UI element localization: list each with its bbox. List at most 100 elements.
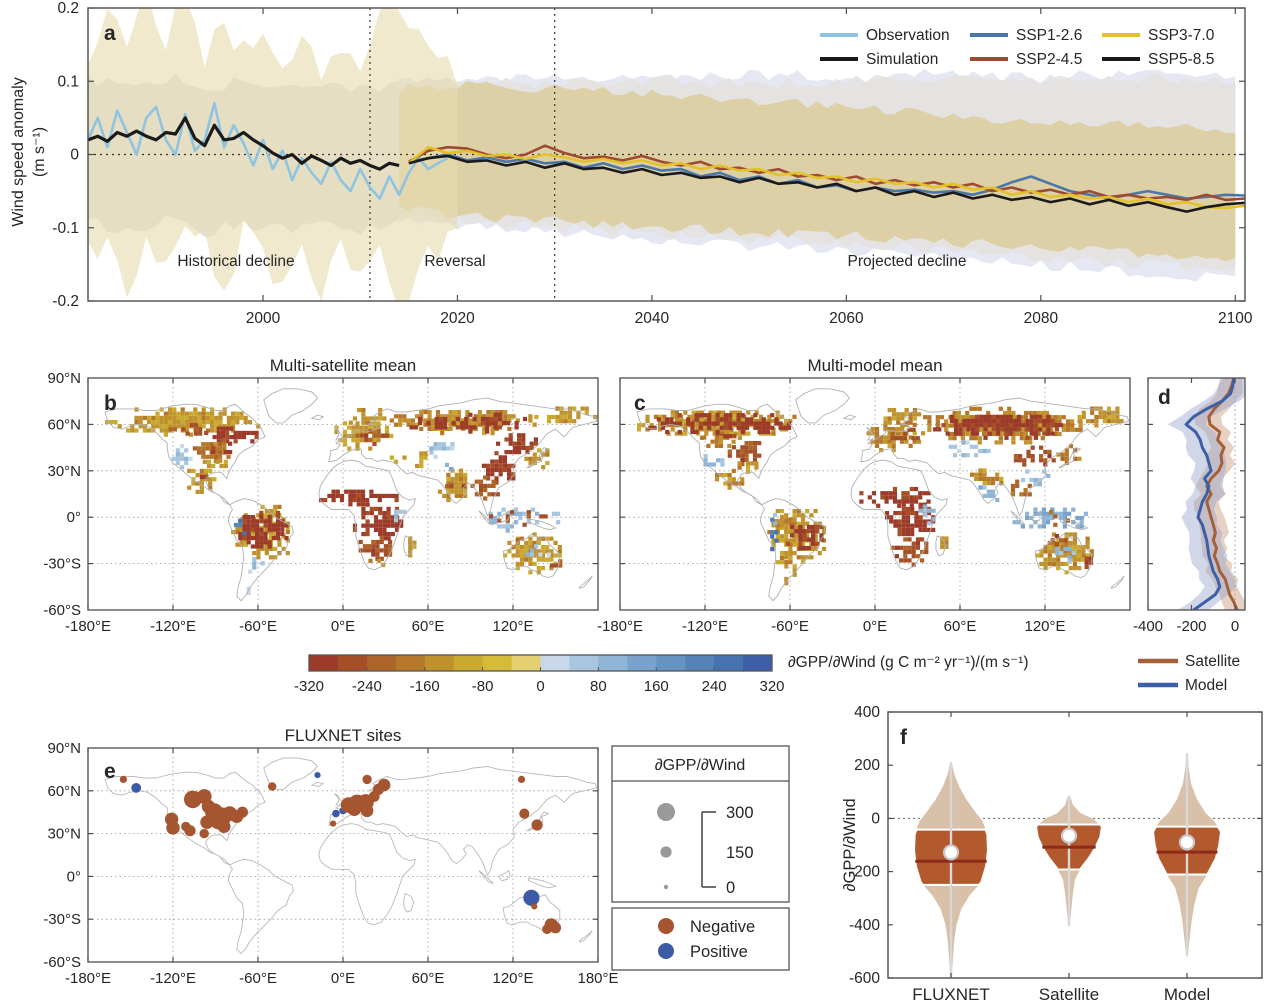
svg-text:SSP3-7.0: SSP3-7.0 bbox=[1148, 27, 1215, 44]
svg-text:Model: Model bbox=[1164, 985, 1210, 1004]
fluxnet-site bbox=[199, 828, 209, 839]
svg-text:-0.1: -0.1 bbox=[52, 220, 79, 237]
svg-text:-160: -160 bbox=[410, 678, 440, 695]
panel-c-field bbox=[637, 406, 1124, 586]
fluxnet-site bbox=[166, 821, 180, 835]
panel-b-map-clipped bbox=[88, 378, 598, 610]
svg-text:2060: 2060 bbox=[829, 310, 864, 327]
band-Satellite bbox=[1193, 378, 1245, 610]
violin-Model bbox=[1151, 752, 1223, 957]
svg-text:2020: 2020 bbox=[440, 310, 475, 327]
series-SSP3-7.0 bbox=[407, 145, 1245, 210]
fluxnet-site bbox=[523, 889, 540, 906]
legend-item-SSP2-4.5: SSP2-4.5 bbox=[970, 51, 1082, 68]
panel-f-letter: f bbox=[900, 726, 907, 749]
sign-legend-box: Negative Positive bbox=[611, 907, 790, 971]
panel-f-y-axis-label: ∂GPP/∂Wind bbox=[841, 798, 859, 892]
svg-text:0°E: 0°E bbox=[331, 618, 355, 635]
svg-text:0: 0 bbox=[871, 810, 880, 827]
fluxnet-site bbox=[119, 775, 127, 784]
fluxnet-site bbox=[184, 825, 196, 837]
violin-mean-marker bbox=[942, 844, 960, 861]
svg-text:60°E: 60°E bbox=[944, 618, 977, 635]
svg-text:-240: -240 bbox=[352, 678, 382, 695]
panel-f-plot: 400 200 0 -200 -400 -600 FLUXNET Satellite Model bbox=[849, 704, 1263, 1004]
svg-text:-200: -200 bbox=[1176, 618, 1206, 635]
panel-a-legend: Observation Simulation SSP1-2.6 SSP2-4.5 SSP… bbox=[820, 27, 1215, 68]
fluxnet-site bbox=[131, 783, 142, 793]
panel-c-coastlines bbox=[636, 388, 1130, 602]
svg-text:-30°S: -30°S bbox=[43, 556, 81, 573]
svg-text:-120°E: -120°E bbox=[682, 618, 728, 635]
svg-text:SSP2-4.5: SSP2-4.5 bbox=[1016, 51, 1082, 68]
svg-text:320: 320 bbox=[759, 678, 784, 695]
svg-text:SSP1-2.6: SSP1-2.6 bbox=[1016, 27, 1082, 44]
svg-text:-120°E: -120°E bbox=[150, 970, 196, 987]
svg-text:Observation: Observation bbox=[866, 27, 950, 44]
svg-text:2040: 2040 bbox=[635, 310, 670, 327]
annotation-historical-decline: Historical decline bbox=[177, 253, 295, 270]
svg-text:180°E: 180°E bbox=[577, 970, 618, 987]
panel-a-clipped bbox=[88, 8, 1245, 301]
fluxnet-site bbox=[549, 922, 562, 934]
svg-text:-80: -80 bbox=[472, 678, 494, 695]
fluxnet-site bbox=[531, 903, 538, 910]
panel-c-letter: c bbox=[634, 392, 646, 415]
colorbar-label: ∂GPP/∂Wind (g C m⁻² yr⁻¹)/(m s⁻¹) bbox=[788, 654, 1029, 671]
series-Simulation bbox=[88, 116, 400, 171]
violin-mean-marker bbox=[1178, 834, 1196, 851]
svg-text:90°N: 90°N bbox=[47, 370, 81, 387]
svg-text:90°N: 90°N bbox=[47, 740, 81, 757]
svg-text:-600: -600 bbox=[849, 970, 880, 987]
svg-text:-180°E: -180°E bbox=[597, 618, 643, 635]
svg-text:0: 0 bbox=[726, 879, 735, 897]
svg-text:120°E: 120°E bbox=[492, 970, 533, 987]
svg-text:-60°E: -60°E bbox=[771, 618, 809, 635]
svg-text:-120°E: -120°E bbox=[150, 618, 196, 635]
fluxnet-site bbox=[332, 809, 340, 818]
fluxnet-site bbox=[360, 804, 374, 818]
fluxnet-site bbox=[268, 782, 277, 791]
panel-d-plot: -400 -200 0 bbox=[1133, 377, 1246, 635]
fluxnet-site bbox=[236, 806, 248, 818]
svg-text:-60°S: -60°S bbox=[43, 954, 81, 971]
panel-e-map: -180°E -120°E -60°E 0°E 60°E 120°E 180°E 90°N 60… bbox=[43, 740, 790, 987]
svg-text:0: 0 bbox=[1231, 618, 1239, 635]
svg-text:Satellite: Satellite bbox=[1185, 653, 1240, 670]
fluxnet-site bbox=[200, 815, 214, 829]
size-legend-dot bbox=[660, 846, 672, 858]
legend-item-Satellite: Satellite bbox=[1138, 653, 1240, 670]
profile-Satellite bbox=[1205, 378, 1239, 610]
profile-Model bbox=[1184, 378, 1236, 610]
violin-FLUXNET bbox=[912, 762, 990, 977]
svg-text:240: 240 bbox=[702, 678, 727, 695]
violin-mean-marker bbox=[1060, 827, 1078, 844]
svg-text:FLUXNET: FLUXNET bbox=[912, 985, 989, 1004]
sign-legend-dot-Negative bbox=[658, 918, 674, 934]
fluxnet-site bbox=[217, 820, 231, 833]
fluxnet-site bbox=[314, 772, 321, 779]
panel-c-map: -180°E -120°E -60°E 0°E 60°E 120°E bbox=[597, 377, 1131, 635]
svg-text:60°N: 60°N bbox=[47, 416, 81, 433]
panel-a-letter: a bbox=[104, 22, 116, 45]
fluxnet-site bbox=[531, 819, 543, 831]
sign-legend-dot-Positive bbox=[658, 943, 674, 959]
panel-b-map: -180°E -120°E -60°E 0°E 60°E 120°E 90°N 60°N 30°… bbox=[43, 370, 599, 635]
svg-text:120°E: 120°E bbox=[492, 618, 533, 635]
panel-e-title: FLUXNET sites bbox=[284, 726, 402, 745]
panel-b-letter: b bbox=[104, 392, 117, 415]
svg-text:-60°E: -60°E bbox=[239, 970, 277, 987]
legend-item-SSP5-8.5: SSP5-8.5 bbox=[1102, 51, 1214, 68]
fluxnet-site bbox=[347, 802, 361, 816]
svg-text:0: 0 bbox=[70, 147, 79, 164]
panel-b-coastlines bbox=[104, 388, 598, 602]
band-proj-khaki bbox=[399, 81, 1236, 262]
fluxnet-sites bbox=[119, 772, 562, 935]
legend-item-Simulation: Simulation bbox=[820, 51, 938, 68]
svg-text:0.1: 0.1 bbox=[57, 73, 79, 90]
svg-text:30°N: 30°N bbox=[47, 826, 81, 843]
panel-d-letter: d bbox=[1158, 386, 1171, 409]
size-legend-dot bbox=[663, 884, 669, 890]
svg-text:Satellite: Satellite bbox=[1039, 985, 1099, 1004]
